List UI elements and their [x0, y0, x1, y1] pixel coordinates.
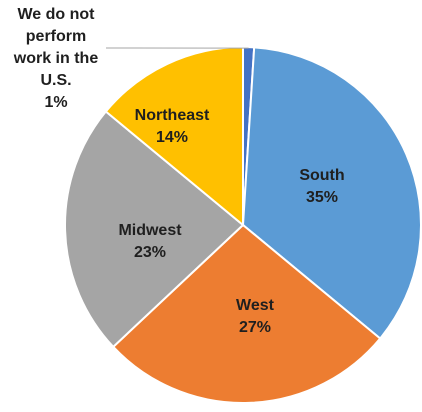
- slice-label: South 35%: [299, 167, 344, 206]
- slice-label: Northeast 14%: [135, 107, 210, 146]
- slice-label: Midwest 23%: [118, 222, 182, 261]
- pie-slice-south: [241, 46, 422, 340]
- pie-slice-west: [111, 223, 382, 404]
- pie-slice-midwest: [64, 110, 245, 349]
- pie-slices: [64, 45, 422, 404]
- slice-labels: We do not perform work in the U.S. 1% South 35…: [13, 6, 345, 336]
- slice-label: We do not perform work in the U.S. 1%: [13, 6, 99, 111]
- slice-label: West 27%: [236, 297, 275, 336]
- pie-slice-northeast: [104, 45, 244, 228]
